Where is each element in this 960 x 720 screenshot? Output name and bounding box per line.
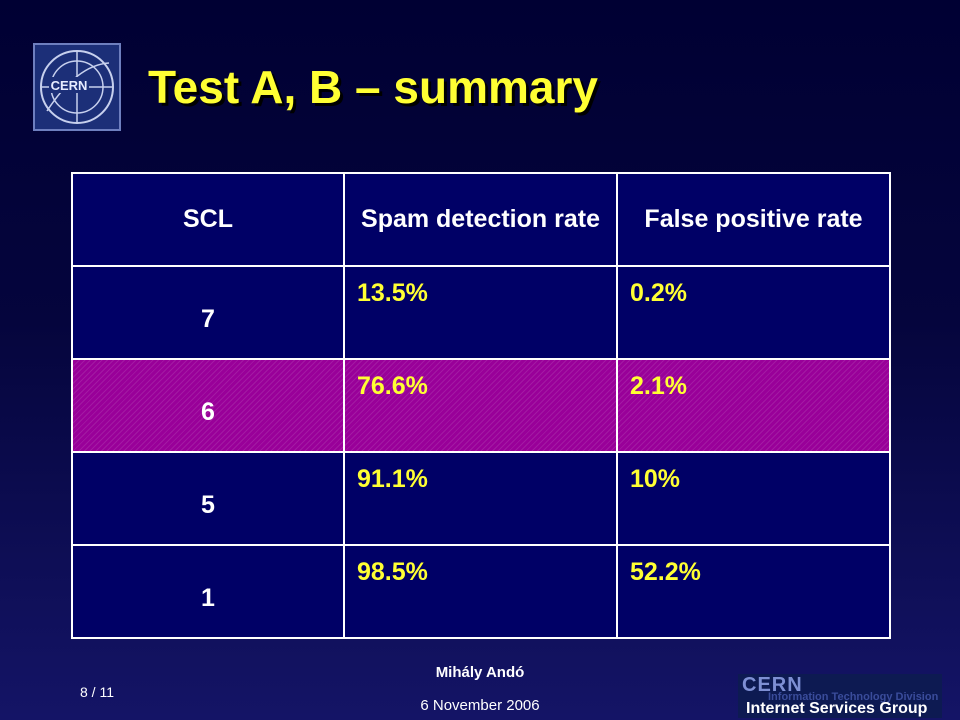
table-row-highlighted: 6 76.6% 2.1%: [71, 358, 891, 453]
header-false-positive-rate: False positive rate: [616, 172, 891, 267]
cern-logo-icon: CERN: [40, 50, 114, 124]
header-scl: SCL: [71, 172, 345, 267]
spam-detection-rate-cell: 76.6%: [343, 358, 618, 453]
table-row: 7 13.5% 0.2%: [71, 265, 891, 360]
table-header-row: SCL Spam detection rate False positive r…: [71, 172, 891, 267]
footer-logo-group: Internet Services Group: [746, 700, 928, 717]
false-positive-rate-cell: 0.2%: [616, 265, 891, 360]
presentation-date: 6 November 2006: [420, 697, 540, 714]
page-number: 8 / 11: [80, 684, 114, 700]
table-row: 1 98.5% 52.2%: [71, 544, 891, 639]
spam-detection-rate-cell: 98.5%: [343, 544, 618, 639]
false-positive-rate-cell: 2.1%: [616, 358, 891, 453]
cern-logo: CERN: [33, 43, 121, 131]
header-spam-detection-rate: Spam detection rate: [343, 172, 618, 267]
false-positive-rate-cell: 52.2%: [616, 544, 891, 639]
author-name: Mihály Andó: [435, 664, 525, 681]
footer-logo-division: Information Technology Division: [768, 691, 939, 703]
scl-cell: 5: [71, 451, 345, 546]
slide-title: Test A, B – summary: [148, 61, 598, 113]
summary-table: SCL Spam detection rate False positive r…: [71, 172, 891, 639]
footer-logo-cern: CERN: [742, 674, 803, 696]
spam-detection-rate-cell: 91.1%: [343, 451, 618, 546]
spam-detection-rate-cell: 13.5%: [343, 265, 618, 360]
scl-cell: 1: [71, 544, 345, 639]
scl-cell: 6: [71, 358, 345, 453]
scl-cell: 7: [71, 265, 345, 360]
table-row: 5 91.1% 10%: [71, 451, 891, 546]
false-positive-rate-cell: 10%: [616, 451, 891, 546]
footer-logo: CERN Information Technology Division Int…: [738, 674, 942, 718]
cern-logo-text: CERN: [51, 78, 88, 93]
